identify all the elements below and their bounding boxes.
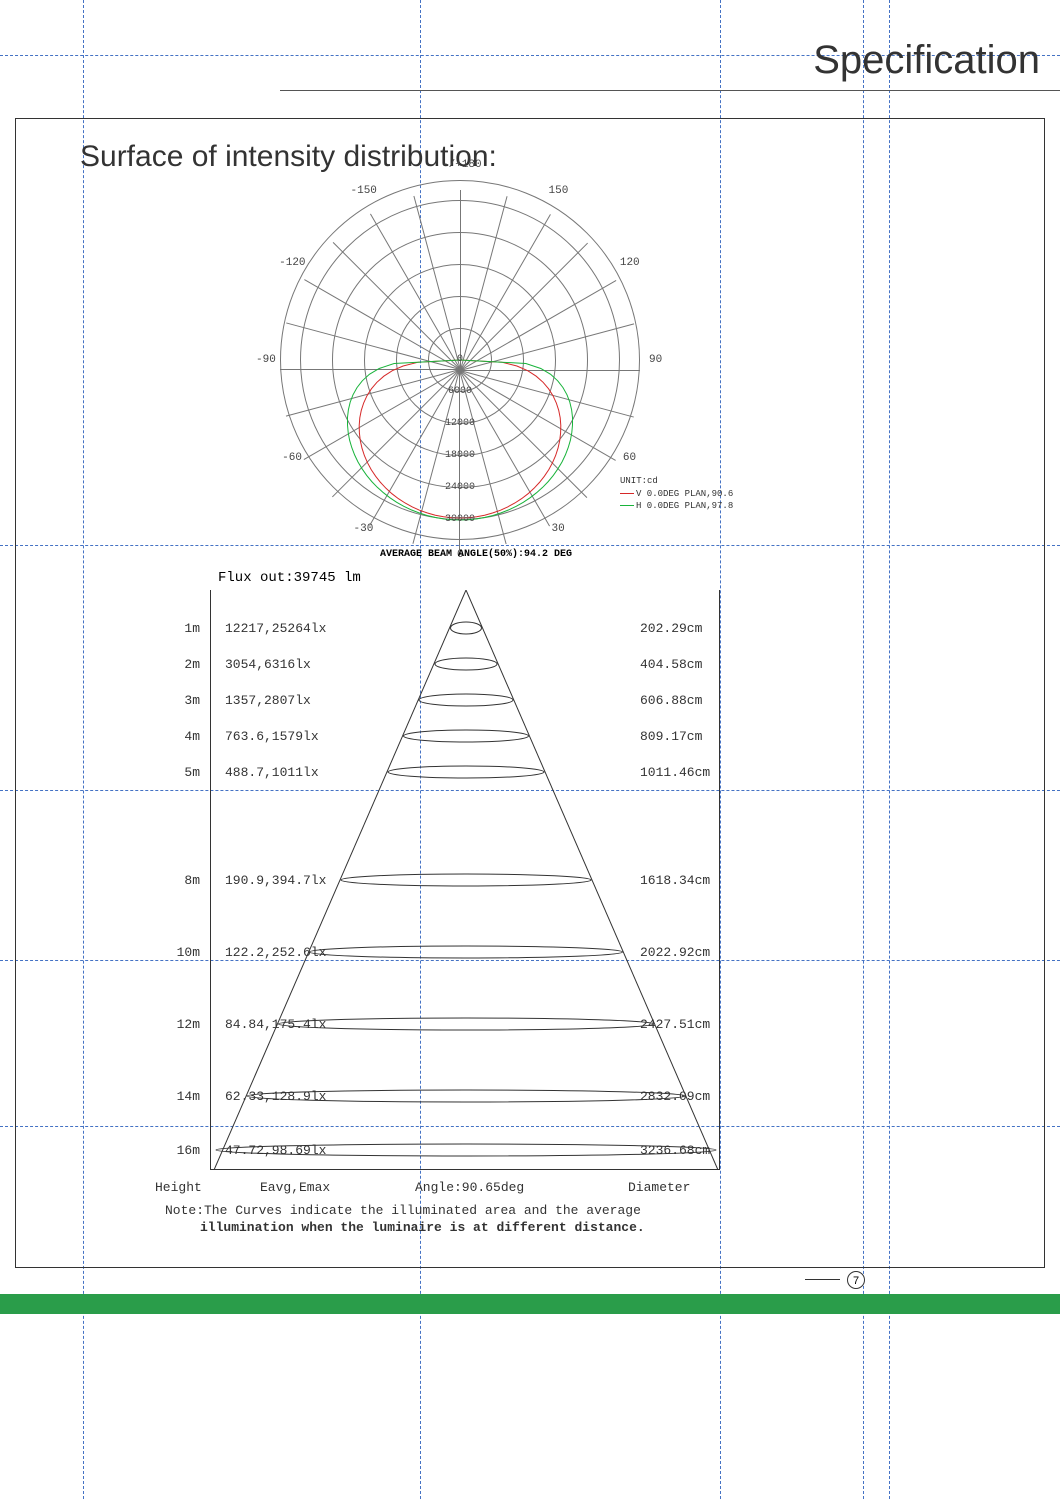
row-diameter: 809.17cm bbox=[640, 729, 702, 744]
row-lux: 84.84,175.4lx bbox=[225, 1017, 326, 1032]
row-height: 2m bbox=[160, 657, 200, 672]
note-line-1: Note:The Curves indicate the illuminated… bbox=[165, 1203, 641, 1218]
page-rule bbox=[805, 1279, 840, 1280]
row-lux: 190.9,394.7lx bbox=[225, 873, 326, 888]
section-title: Surface of intensity distribution: bbox=[80, 140, 497, 174]
legend-v: V 0.0DEG PLAN,90.6 bbox=[636, 489, 733, 499]
row-lux: 763.6,1579lx bbox=[225, 729, 319, 744]
row-height: 14m bbox=[160, 1089, 200, 1104]
row-height: 4m bbox=[160, 729, 200, 744]
angle-label: 120 bbox=[620, 257, 640, 269]
angle-label: -30 bbox=[354, 523, 374, 535]
row-diameter: 2427.51cm bbox=[640, 1017, 710, 1032]
row-diameter: 2022.92cm bbox=[640, 945, 710, 960]
intensity-curves bbox=[270, 180, 650, 560]
row-diameter: 3236.68cm bbox=[640, 1143, 710, 1158]
footer-bar bbox=[0, 1294, 1060, 1314]
row-height: 3m bbox=[160, 693, 200, 708]
row-height: 8m bbox=[160, 873, 200, 888]
angle-label: -60 bbox=[282, 452, 302, 464]
flux-out: Flux out:39745 lm bbox=[218, 570, 361, 586]
col-angle: Angle:90.65deg bbox=[415, 1180, 524, 1195]
header-rule bbox=[280, 90, 1060, 91]
row-lux: 1357,2807lx bbox=[225, 693, 311, 708]
legend-unit: UNIT:cd bbox=[620, 475, 733, 488]
col-diameter: Diameter bbox=[628, 1180, 690, 1195]
ring-val-0: 0 bbox=[457, 354, 463, 365]
row-lux: 122.2,252.6lx bbox=[225, 945, 326, 960]
angle-label: -150 bbox=[351, 185, 377, 197]
angle-label: 150 bbox=[549, 185, 569, 197]
angle-label: 60 bbox=[623, 452, 636, 464]
angle-label: 90 bbox=[649, 354, 662, 366]
row-diameter: 606.88cm bbox=[640, 693, 702, 708]
row-height: 5m bbox=[160, 765, 200, 780]
row-diameter: 1011.46cm bbox=[640, 765, 710, 780]
angle-label: 30 bbox=[552, 523, 565, 535]
avg-beam-angle: AVERAGE BEAM ANGLE(50%):94.2 DEG bbox=[380, 549, 572, 560]
ring-val-3: 18000 bbox=[445, 450, 475, 461]
row-diameter: 2832.09cm bbox=[640, 1089, 710, 1104]
col-eavg: Eavg,Emax bbox=[260, 1180, 330, 1195]
row-diameter: 404.58cm bbox=[640, 657, 702, 672]
row-height: 10m bbox=[160, 945, 200, 960]
polar-legend: UNIT:cd V 0.0DEG PLAN,90.6 H 0.0DEG PLAN… bbox=[620, 475, 733, 513]
angle-label: -90 bbox=[256, 354, 276, 366]
ring-val-5: 30000 bbox=[445, 514, 475, 525]
row-lux: 12217,25264lx bbox=[225, 621, 326, 636]
row-diameter: 202.29cm bbox=[640, 621, 702, 636]
angle-label: -120 bbox=[279, 257, 305, 269]
ring-val-1: 6000 bbox=[448, 386, 472, 397]
row-diameter: 1618.34cm bbox=[640, 873, 710, 888]
row-height: 12m bbox=[160, 1017, 200, 1032]
angle-label: -/+180 bbox=[442, 159, 482, 171]
page-title: Specification bbox=[813, 38, 1040, 83]
row-lux: 488.7,1011lx bbox=[225, 765, 319, 780]
col-height: Height bbox=[155, 1180, 202, 1195]
row-height: 1m bbox=[160, 621, 200, 636]
ring-val-2: 12000 bbox=[445, 418, 475, 429]
row-lux: 47.72,98.69lx bbox=[225, 1143, 326, 1158]
row-lux: 3054,6316lx bbox=[225, 657, 311, 672]
note-line-2: illumination when the luminaire is at di… bbox=[200, 1220, 645, 1235]
legend-h: H 0.0DEG PLAN,97.8 bbox=[636, 501, 733, 511]
ring-val-4: 24000 bbox=[445, 482, 475, 493]
row-height: 16m bbox=[160, 1143, 200, 1158]
page-number: 7 bbox=[847, 1271, 865, 1289]
row-lux: 62.33,128.9lx bbox=[225, 1089, 326, 1104]
polar-diagram: 0 6000 12000 18000 24000 30000 bbox=[270, 180, 650, 560]
